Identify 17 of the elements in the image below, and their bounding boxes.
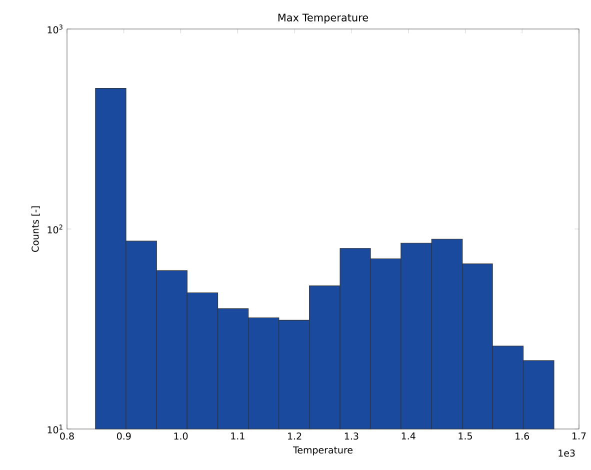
y-tick-label: 10$^{2}$: [48, 224, 62, 234]
x-tick-label: 1.2: [288, 432, 302, 440]
y-axis-title: Counts [-]: [31, 206, 40, 252]
text: 1e3: [558, 450, 575, 457]
x-tick-label: 1.5: [458, 432, 472, 440]
chart-title: Max Temperature: [278, 14, 368, 24]
x-tick-label: 1.3: [344, 432, 358, 440]
x-tick-label: 0.8: [60, 432, 74, 440]
x-tick-label: 0.9: [116, 432, 131, 440]
x-tick-label: 1.7: [572, 432, 586, 440]
x-tick-label: 1.1: [231, 432, 244, 440]
y-tick-label: 10$^{3}$: [48, 24, 62, 34]
x-tick-label: 1.0: [174, 432, 188, 440]
y-tick-label: 10$^{1}$: [48, 424, 62, 434]
x-tick-label: 1.4: [402, 432, 416, 440]
x-tick-label: 1.6: [516, 432, 530, 440]
x-axis-title: Temperature: [292, 446, 352, 456]
